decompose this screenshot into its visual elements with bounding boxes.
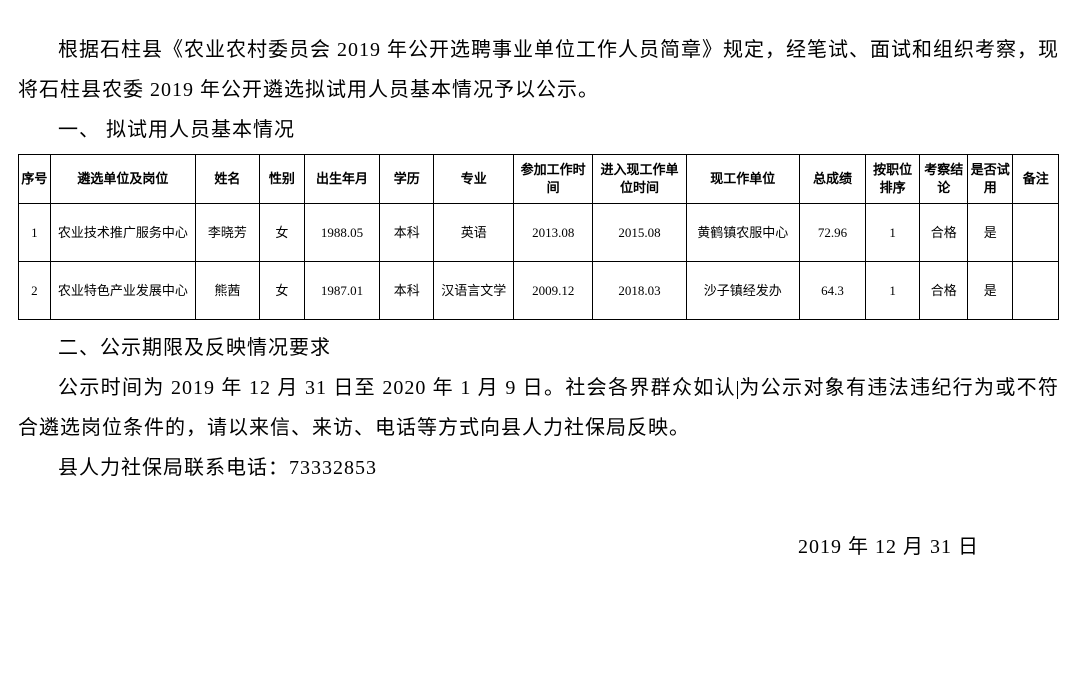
cell-trial: 是: [968, 204, 1013, 262]
th-unit: 遴选单位及岗位: [50, 155, 195, 204]
cell-major: 汉语言文学: [434, 262, 513, 320]
th-cur: 现工作单位: [686, 155, 800, 204]
table-row: 1 农业技术推广服务中心 李晓芳 女 1988.05 本科 英语 2013.08…: [19, 204, 1059, 262]
cell-name: 熊茜: [196, 262, 260, 320]
contact-paragraph: 县人力社保局联系电话：73332853: [18, 448, 1059, 488]
section-2-heading: 二、公示期限及反映情况要求: [18, 328, 1059, 368]
cell-cur: 沙子镇经发办: [686, 262, 800, 320]
cell-unit: 农业特色产业发展中心: [50, 262, 195, 320]
th-note: 备注: [1013, 155, 1059, 204]
cell-name: 李晓芳: [196, 204, 260, 262]
cell-cur: 黄鹤镇农服中心: [686, 204, 800, 262]
cell-dob: 1988.05: [305, 204, 380, 262]
cell-join: 2013.08: [513, 204, 592, 262]
th-sex: 性别: [259, 155, 304, 204]
intro-paragraph: 根据石柱县《农业农村委员会 2019 年公开选聘事业单位工作人员简章》规定，经笔…: [18, 30, 1059, 110]
th-edu: 学历: [380, 155, 434, 204]
cell-sex: 女: [259, 262, 304, 320]
th-name: 姓名: [196, 155, 260, 204]
candidates-table: 序号 遴选单位及岗位 姓名 性别 出生年月 学历 专业 参加工作时间 进入现工作…: [18, 154, 1059, 320]
th-trial: 是否试用: [968, 155, 1013, 204]
th-join: 参加工作时间: [513, 155, 592, 204]
cell-sex: 女: [259, 204, 304, 262]
cell-trial: 是: [968, 262, 1013, 320]
th-dob: 出生年月: [305, 155, 380, 204]
cell-enter: 2015.08: [593, 204, 686, 262]
cell-idx: 2: [19, 262, 51, 320]
th-score: 总成绩: [800, 155, 866, 204]
text-cursor: [737, 381, 738, 399]
cell-enter: 2018.03: [593, 262, 686, 320]
th-review: 考察结论: [920, 155, 968, 204]
th-idx: 序号: [19, 155, 51, 204]
cell-review: 合格: [920, 262, 968, 320]
th-enter: 进入现工作单位时间: [593, 155, 686, 204]
th-major: 专业: [434, 155, 513, 204]
body-text-a: 公示时间为 2019 年 12 月 31 日至 2020 年 1 月 9 日。社…: [58, 377, 736, 399]
cell-dob: 1987.01: [305, 262, 380, 320]
table-row: 2 农业特色产业发展中心 熊茜 女 1987.01 本科 汉语言文学 2009.…: [19, 262, 1059, 320]
cell-note: [1013, 204, 1059, 262]
cell-score: 72.96: [800, 204, 866, 262]
cell-edu: 本科: [380, 204, 434, 262]
cell-review: 合格: [920, 204, 968, 262]
cell-idx: 1: [19, 204, 51, 262]
body-paragraph: 公示时间为 2019 年 12 月 31 日至 2020 年 1 月 9 日。社…: [18, 368, 1059, 448]
cell-rank: 1: [865, 204, 919, 262]
section-1-heading: 一、 拟试用人员基本情况: [18, 110, 1059, 150]
th-rank: 按职位排序: [865, 155, 919, 204]
cell-join: 2009.12: [513, 262, 592, 320]
cell-note: [1013, 262, 1059, 320]
cell-unit: 农业技术推广服务中心: [50, 204, 195, 262]
date-line: 2019 年 12 月 31 日: [18, 530, 1059, 559]
cell-rank: 1: [865, 262, 919, 320]
cell-edu: 本科: [380, 262, 434, 320]
cell-major: 英语: [434, 204, 513, 262]
table-header: 序号 遴选单位及岗位 姓名 性别 出生年月 学历 专业 参加工作时间 进入现工作…: [19, 155, 1059, 204]
cell-score: 64.3: [800, 262, 866, 320]
